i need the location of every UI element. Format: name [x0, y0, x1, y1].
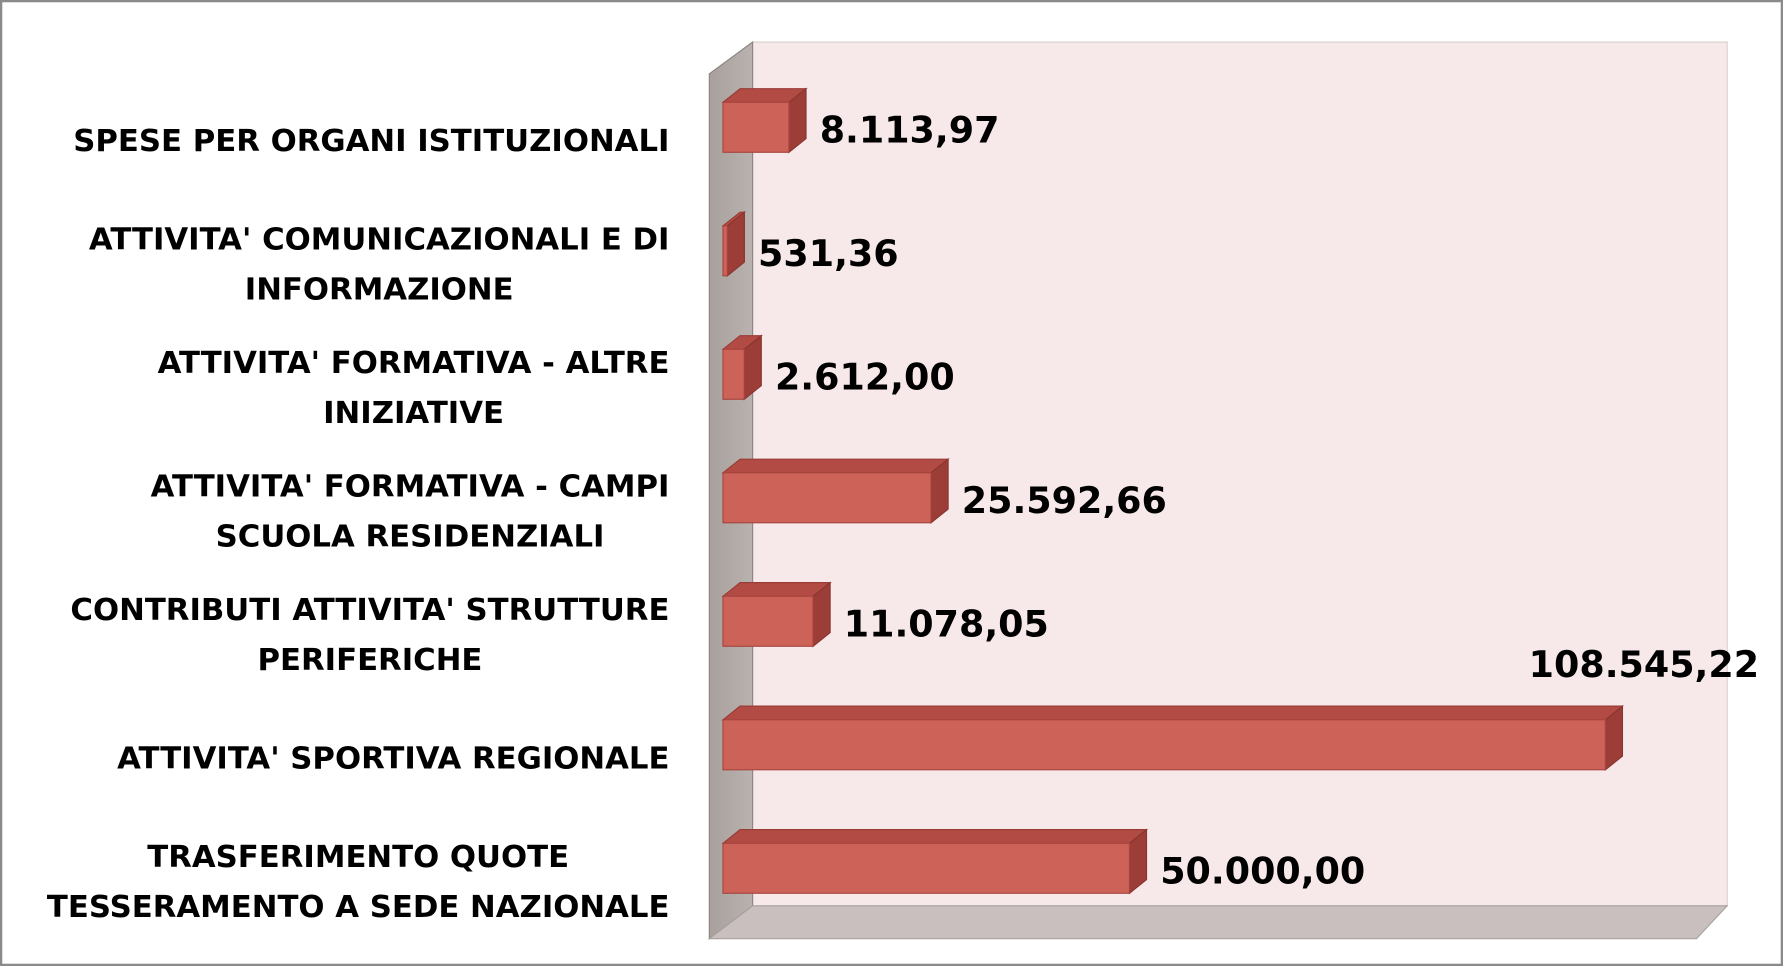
- category-label: CONTRIBUTI ATTIVITA' STRUTTURE PERIFERICH…: [70, 592, 669, 678]
- value-label: 531,36: [758, 232, 899, 275]
- category-label: SPESE PER ORGANI ISTITUZIONALI: [73, 123, 669, 159]
- category-label: ATTIVITA' FORMATIVA - ALTRE INIZIATIVE: [158, 345, 670, 431]
- bar: [722, 225, 728, 277]
- bar: [722, 595, 814, 647]
- bar-top: [721, 705, 1625, 721]
- value-label: 108.545,22: [1529, 643, 1759, 686]
- category-label: ATTIVITA' FORMATIVA - CAMPI SCUOLA RESIDE…: [151, 468, 670, 554]
- bar: [722, 842, 1131, 894]
- bar: [722, 348, 745, 400]
- value-label: 8.113,97: [820, 108, 1000, 151]
- floor: [707, 905, 1729, 940]
- value-label: 25.592,66: [962, 479, 1167, 522]
- category-label: ATTIVITA' COMUNICAZIONALI E DI INFORMAZIO…: [89, 221, 670, 307]
- category-label: TRASFERIMENTO QUOTE TESSERAMENTO A SEDE N…: [47, 839, 670, 925]
- bar: [722, 472, 932, 524]
- value-label: 50.000,00: [1160, 849, 1365, 892]
- bar-top: [721, 829, 1149, 844]
- bar: [722, 101, 790, 153]
- bar-top: [721, 582, 832, 597]
- bar-top: [721, 458, 950, 474]
- bar: [722, 719, 1606, 771]
- category-label: ATTIVITA' SPORTIVA REGIONALE: [117, 740, 669, 776]
- value-label: 2.612,00: [775, 355, 955, 398]
- value-label: 11.078,05: [844, 602, 1049, 645]
